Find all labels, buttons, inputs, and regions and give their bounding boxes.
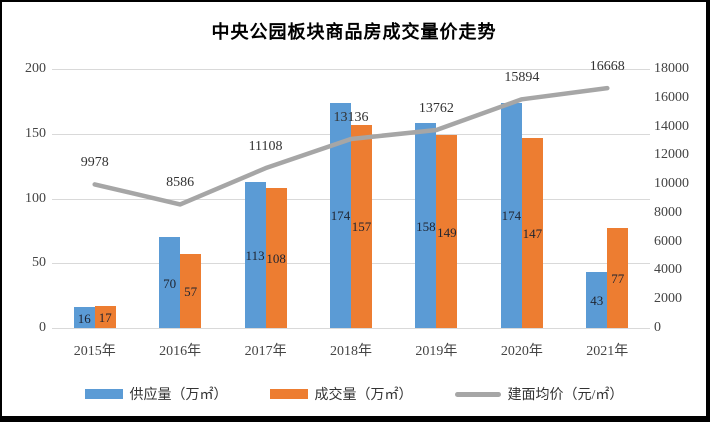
legend-swatch-deal <box>269 389 308 399</box>
bar-label-deal-2018年: 157 <box>351 219 372 235</box>
left-axis-tick-150: 150 <box>25 125 46 141</box>
bar-label-deal-2019年: 149 <box>437 224 457 240</box>
right-axis-tick-12000: 12000 <box>654 147 689 163</box>
bar-supply-2021年 <box>586 272 608 328</box>
right-axis-tick-10000: 10000 <box>654 176 689 192</box>
legend-swatch-supply <box>84 389 123 399</box>
bar-label-deal-2017年: 108 <box>266 251 286 267</box>
left-axis-tick-100: 100 <box>25 190 46 206</box>
line-label-price-2020年: 15894 <box>504 70 540 86</box>
line-label-price-2021年: 16668 <box>589 59 625 75</box>
bar-deal-2021年 <box>607 228 629 328</box>
line-label-price-2016年: 8586 <box>166 175 195 191</box>
gridline-0 <box>52 328 650 329</box>
x-axis-label-2015年: 2015年 <box>73 344 116 359</box>
bar-supply-2017年 <box>244 181 266 328</box>
right-axis-tick-0: 0 <box>654 320 661 335</box>
right-axis-tick-4000: 4000 <box>654 262 682 278</box>
right-axis-tick-16000: 16000 <box>654 89 689 105</box>
bar-label-supply-2020年: 174 <box>501 208 522 224</box>
legend-label-deal: 成交量（万㎡） <box>314 388 413 403</box>
legend-item-supply: 供应量（万㎡） <box>84 384 228 404</box>
left-axis-tick-50: 50 <box>32 255 46 271</box>
bar-label-supply-2018年: 174 <box>330 208 351 224</box>
legend-item-price: 建面均价（元/㎡） <box>454 384 624 404</box>
x-axis-label-2017年: 2017年 <box>244 344 287 359</box>
bar-label-deal-2021年: 77 <box>611 271 625 287</box>
x-axis-label-2019年: 2019年 <box>415 344 458 359</box>
bar-label-deal-2016年: 57 <box>184 284 198 300</box>
right-axis-tick-18000: 18000 <box>654 61 689 76</box>
x-axis-label-2021年: 2021年 <box>586 344 629 359</box>
bar-supply-2015年 <box>73 307 95 328</box>
left-axis-tick-0: 0 <box>39 320 46 335</box>
line-label-price-2015年: 9978 <box>80 155 109 171</box>
chart-title: 中央公园板块商品房成交量价走势 <box>211 22 497 42</box>
right-axis-tick-14000: 14000 <box>654 118 689 134</box>
right-axis-tick-8000: 8000 <box>654 204 682 220</box>
bar-label-supply-2015年: 16 <box>77 310 91 326</box>
bar-label-supply-2017年: 113 <box>245 247 265 263</box>
legend-label-supply: 供应量（万㎡） <box>129 388 228 403</box>
plot-area: 0 50 100 150 200 0 2000 4000 6000 8000 10000 12000 1… <box>2 2 706 416</box>
legend-label-price: 建面均价（元/㎡） <box>507 388 624 403</box>
bar-deal-2015年 <box>94 305 116 328</box>
bar-deal-2017年 <box>265 188 287 328</box>
bar-label-supply-2021年: 43 <box>590 293 604 309</box>
right-axis-tick-2000: 2000 <box>654 291 682 307</box>
legend-swatch-price <box>454 391 501 397</box>
legend: 供应量（万㎡） 成交量（万㎡） 建面均价（元/㎡） <box>2 384 706 404</box>
x-axis-label-2016年: 2016年 <box>159 344 202 359</box>
bar-label-deal-2015年: 17 <box>98 309 112 325</box>
x-axis-label-2018年: 2018年 <box>330 344 372 359</box>
bar-supply-2016年 <box>159 237 181 328</box>
right-axis-tick-6000: 6000 <box>654 233 682 249</box>
bar-deal-2016年 <box>180 254 202 328</box>
bar-label-deal-2020年: 147 <box>522 225 543 241</box>
bar-label-supply-2019年: 158 <box>416 218 436 234</box>
legend-item-deal: 成交量（万㎡） <box>269 384 413 404</box>
left-axis-tick-200: 200 <box>25 61 46 76</box>
x-axis-label-2020年: 2020年 <box>500 344 543 359</box>
gridline-200 <box>52 69 650 70</box>
line-label-price-2018年: 13136 <box>333 109 369 125</box>
line-label-price-2017年: 11108 <box>248 139 283 155</box>
bar-label-supply-2016年: 70 <box>163 275 177 291</box>
line-label-price-2019年: 13762 <box>418 100 454 116</box>
